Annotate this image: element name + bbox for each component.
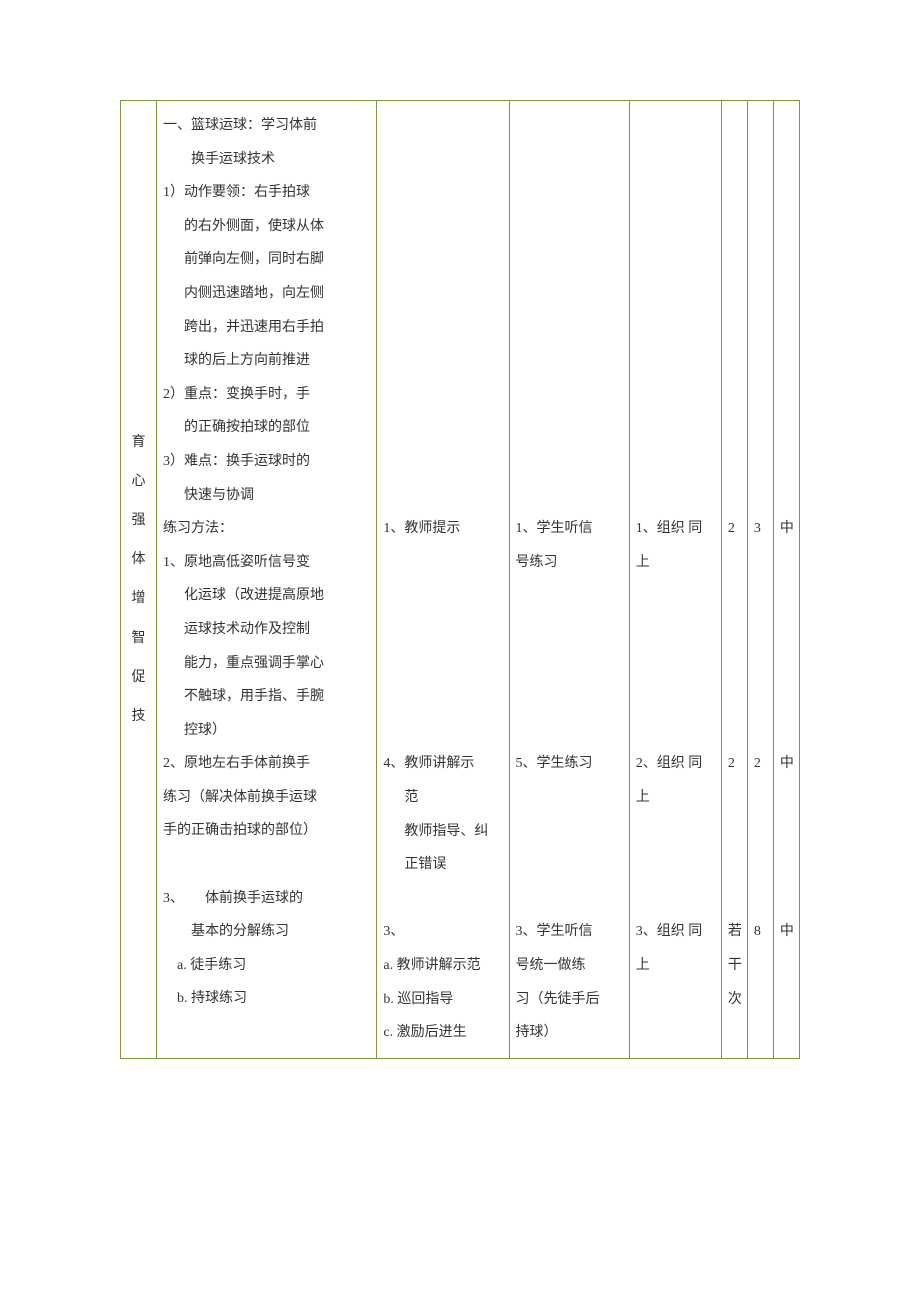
student-cell: 1、学生听信 号练习 5、学生练习 3、学生听信 号统一做练 习（先徒手后 持球… (509, 101, 629, 1059)
metric-r3-a3: 次 (728, 983, 741, 1017)
metric-r2-c: 中 (780, 747, 793, 781)
content-heading-line2: 换手运球技术 (163, 143, 370, 177)
content-item1-e: 跨出，并迅速用右手拍 (163, 311, 370, 345)
teacher-3-head: 3、 (383, 915, 502, 949)
teacher-2-c: 教师指导、纠 (383, 815, 502, 849)
spacer (780, 109, 793, 512)
content-heading: 一、篮球运球：学习体前 (163, 109, 370, 143)
practice-3: 3、 体前换手运球的 (163, 882, 370, 916)
teacher-2-d: 正错误 (383, 848, 502, 882)
practice-3-sub-a: a. 徒手练习 (163, 949, 370, 983)
org-2-b: 上 (636, 781, 715, 815)
practice-1-c: 运球技术动作及控制 (163, 613, 370, 647)
spacer (383, 109, 502, 512)
teacher-3-c: c. 激励后进生 (383, 1016, 502, 1050)
spacer (516, 579, 623, 747)
org-3-b: 上 (636, 949, 715, 983)
content-item3-b: 快速与协调 (163, 479, 370, 513)
phase-char: 促 (127, 658, 150, 697)
metric-r2-b: 2 (754, 747, 767, 781)
teacher-3-a: a. 教师讲解示范 (383, 949, 502, 983)
student-3-d: 持球） (516, 1016, 623, 1050)
table-row: 育 心 强 体 增 智 促 技 一、篮球运球：学习体前 换手运球技术 1）动作要… (121, 101, 800, 1059)
content-item1-f: 球的后上方向前推进 (163, 344, 370, 378)
lesson-plan-table: 育 心 强 体 增 智 促 技 一、篮球运球：学习体前 换手运球技术 1）动作要… (120, 100, 800, 1059)
spacer (636, 815, 715, 916)
spacer (780, 546, 793, 748)
metric-r1-a: 2 (728, 512, 741, 546)
spacer (728, 109, 741, 512)
spacer (728, 546, 741, 748)
content-item3: 3）难点：换手运球时的 (163, 445, 370, 479)
student-3-b: 号统一做练 (516, 949, 623, 983)
teacher-3-b: b. 巡回指导 (383, 983, 502, 1017)
org-cell: 1、组织 同 上 2、组织 同 上 3、组织 同 上 (629, 101, 721, 1059)
content-item1-d: 内侧迅速踏地，向左侧 (163, 277, 370, 311)
practice-1-e: 不触球，用手指、手腕 (163, 680, 370, 714)
content-cell: 一、篮球运球：学习体前 换手运球技术 1）动作要领：右手拍球 的右外侧面，使球从… (157, 101, 377, 1059)
practice-3-b: 基本的分解练习 (163, 915, 370, 949)
content-item2: 2）重点：变换手时，手 (163, 378, 370, 412)
spacer (163, 1016, 370, 1030)
org-3-a: 3、组织 同 (636, 915, 715, 949)
spacer (754, 781, 767, 915)
practice-1-d: 能力，重点强调手掌心 (163, 647, 370, 681)
student-3-c: 习（先徒手后 (516, 983, 623, 1017)
metric-r1-c: 中 (780, 512, 793, 546)
student-1-a: 1、学生听信 (516, 512, 623, 546)
org-2-a: 2、组织 同 (636, 747, 715, 781)
spacer (636, 109, 715, 512)
student-3-a: 3、学生听信 (516, 915, 623, 949)
phase-char: 育 (127, 423, 150, 462)
practice-2-b: 练习（解决体前换手运球 (163, 781, 370, 815)
teacher-2-b: 范 (383, 781, 502, 815)
spacer (383, 546, 502, 748)
phase-char: 心 (127, 462, 150, 501)
metric-r3-a2: 干 (728, 949, 741, 983)
metric-r3-a1: 若 (728, 915, 741, 949)
metric-r3-c: 中 (780, 915, 793, 949)
metric-r2-a: 2 (728, 747, 741, 781)
spacer (163, 848, 370, 882)
org-1-a: 1、组织 同 (636, 512, 715, 546)
content-item1-b: 的右外侧面，使球从体 (163, 210, 370, 244)
phase-char: 强 (127, 501, 150, 540)
phase-char: 体 (127, 540, 150, 579)
practice-1: 1、原地高低姿听信号变 (163, 546, 370, 580)
teacher-1: 1、教师提示 (383, 512, 502, 546)
spacer (780, 781, 793, 915)
metric-col-1: 2 2 若 干 次 (721, 101, 747, 1059)
spacer (383, 882, 502, 916)
teacher-cell: 1、教师提示 4、教师讲解示 范 教师指导、纠 正错误 3、 a. 教师讲解示范… (377, 101, 509, 1059)
phase-char: 智 (127, 619, 150, 658)
org-1-b: 上 (636, 546, 715, 580)
practice-3-sub-b: b. 持球练习 (163, 982, 370, 1016)
spacer (636, 579, 715, 747)
phase-char: 增 (127, 579, 150, 618)
student-1-b: 号练习 (516, 546, 623, 580)
student-2: 5、学生练习 (516, 747, 623, 781)
phase-char: 技 (127, 697, 150, 736)
metric-r3-b: 8 (754, 915, 767, 949)
teacher-2-a: 4、教师讲解示 (383, 747, 502, 781)
spacer (754, 109, 767, 512)
spacer (516, 109, 623, 512)
spacer (516, 781, 623, 915)
metric-col-3: 中 中 中 (773, 101, 799, 1059)
practice-1-f: 控球） (163, 714, 370, 748)
phase-cell: 育 心 强 体 增 智 促 技 (121, 101, 157, 1059)
practice-2: 2、原地左右手体前换手 (163, 747, 370, 781)
content-item1: 1）动作要领：右手拍球 (163, 176, 370, 210)
spacer (754, 546, 767, 748)
content-item2-b: 的正确按拍球的部位 (163, 411, 370, 445)
content-item1-c: 前弹向左侧，同时右脚 (163, 243, 370, 277)
metric-col-2: 3 2 8 (747, 101, 773, 1059)
metric-r1-b: 3 (754, 512, 767, 546)
practice-2-c: 手的正确击拍球的部位） (163, 814, 370, 848)
practice-1-b: 化运球（改进提高原地 (163, 579, 370, 613)
spacer (728, 781, 741, 915)
practice-label: 练习方法： (163, 512, 370, 546)
